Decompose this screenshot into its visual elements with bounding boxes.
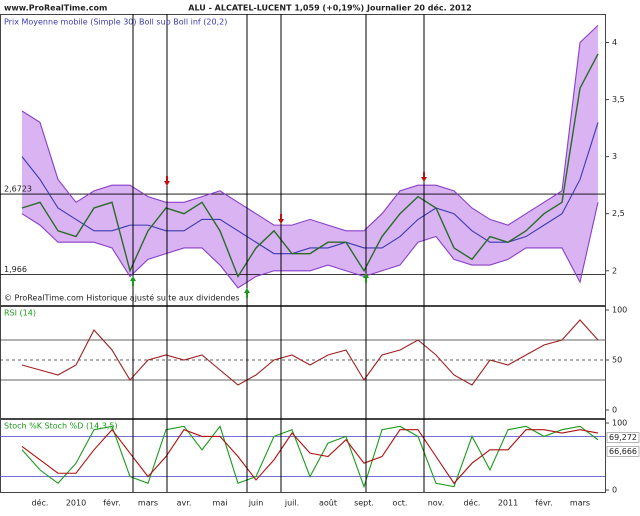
y-tick-label: 100 [612, 419, 627, 428]
series-line [21, 53, 599, 279]
x-tick-label: oct. [393, 499, 408, 508]
buy-arrow [363, 273, 369, 283]
y-tick-label: 50 [612, 356, 622, 365]
x-tick-label: déc. [32, 498, 49, 508]
y-tick-label: 4 [612, 38, 617, 47]
title: ALU - ALCATEL-LUCENT 1,059 (+0,19%) Jour… [188, 3, 471, 13]
last-label: 66,666 [609, 447, 637, 456]
price-legend: Prix Moyenne mobile (Simple 30) Boll sup… [4, 18, 227, 27]
x-tick-label: sept. [354, 499, 374, 508]
x-tick-label: nov. [428, 499, 445, 508]
last-label-box [606, 446, 640, 457]
series-line [21, 25, 599, 232]
x-tick-label: mai [213, 499, 228, 508]
sell-arrow [421, 172, 427, 182]
x-tick-label: 2010 [66, 499, 86, 508]
series-line [21, 428, 599, 485]
level-label: 2,6723 [4, 185, 32, 194]
y-tick-label: 100 [612, 306, 627, 315]
x-tick-label: juil. [284, 499, 299, 508]
note: © ProRealTime.com Historique ajusté suit… [4, 293, 240, 303]
y-tick-label: 2 [612, 266, 617, 275]
series-line [21, 425, 599, 489]
buy-arrow [244, 288, 250, 298]
series-line [21, 202, 599, 289]
last-label: 69,272 [609, 433, 637, 442]
x-tick-label: févr. [103, 498, 121, 508]
band-fill [22, 25, 598, 288]
x-tick-label: 2011 [498, 499, 518, 508]
y-tick-label: 3 [612, 152, 617, 161]
stoch-legend: Stoch %K Stoch %D (14,3,5) [4, 422, 118, 431]
rsi-panel [0, 306, 606, 419]
rsi-legend: RSI (14) [4, 309, 36, 318]
sell-arrow [164, 176, 170, 186]
x-tick-label: mars [138, 499, 158, 508]
y-tick-label: 2,5 [612, 209, 625, 218]
x-tick-label: mars [570, 499, 590, 508]
arrows [130, 172, 427, 298]
series-line [21, 319, 599, 386]
level-label: 1,966 [4, 265, 27, 274]
sell-arrow [278, 214, 284, 224]
x-tick-label: avr. [177, 499, 192, 508]
x-tick-label: juin [248, 499, 264, 508]
y-tick-label: 0 [612, 406, 617, 415]
y-tick-label: 0 [612, 486, 617, 495]
y-tick-label: 3,5 [612, 95, 625, 104]
series-line [21, 122, 599, 255]
x-tick-label: déc. [464, 498, 481, 508]
x-tick-label: févr. [535, 498, 553, 508]
last-label-box [606, 432, 640, 443]
site: www.ProRealTime.com [4, 4, 107, 13]
buy-arrow [130, 276, 136, 286]
price-panel [0, 14, 606, 306]
annotation-lines [132, 14, 425, 492]
stoch-panel [0, 419, 606, 493]
x-tick-label: août [319, 499, 337, 508]
